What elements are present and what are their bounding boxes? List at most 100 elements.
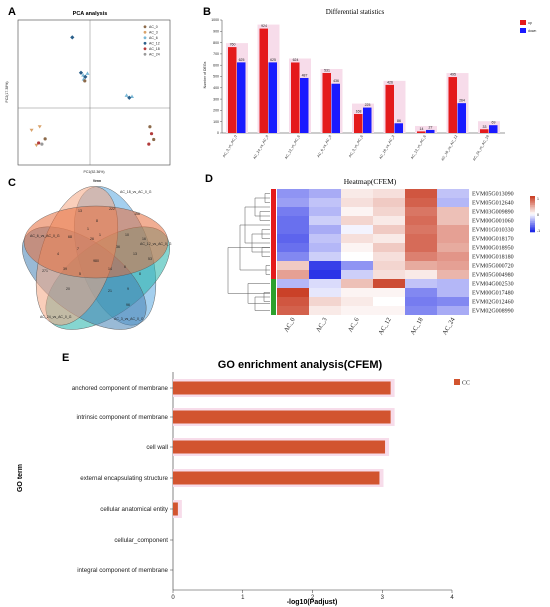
pca-legend-label: AC_18 — [149, 47, 160, 51]
degs-bar-up — [291, 62, 300, 133]
go-legend: CC — [454, 379, 470, 387]
heatmap-cell — [405, 270, 437, 279]
degs-bar-value: 168 — [356, 110, 362, 114]
heatmap-row-labels: EVM05G013090 EVM05G012640 EVM03G009890 EVM0… — [472, 191, 514, 314]
panel-b: B Differential statistics 0 100 200 300 400 5… — [203, 6, 536, 161]
panel-e: E GO enrichment analysis(CFEM) anchored … — [17, 352, 470, 606]
heatmap-cell — [277, 288, 309, 297]
heatmap-cell — [341, 270, 373, 279]
heatmap-cell — [341, 216, 373, 225]
heatmap-legend-step — [530, 201, 535, 204]
heatmap-row-label: EVM00G018180 — [472, 254, 514, 260]
pca-legend-swatch — [143, 41, 147, 45]
degs-xlabel: AC_24_vs_AC_18 — [472, 134, 490, 161]
heatmap-row-label: EVM00G017480 — [472, 290, 514, 296]
venn-count: 96 — [126, 303, 130, 307]
go-xtick-label: 3 — [381, 595, 385, 601]
pca-point — [40, 142, 44, 146]
degs-xlabel: AC_18_vs_AC_12 — [441, 134, 459, 161]
heatmap-cell — [437, 234, 469, 243]
heatmap-row-label: EVM01G010330 — [472, 227, 514, 233]
heatmap-cell — [373, 207, 405, 216]
go-title: GO enrichment analysis(CFEM) — [218, 359, 383, 371]
heatmap-cell — [341, 297, 373, 306]
heatmap-cell — [373, 270, 405, 279]
venn-count: 7 — [77, 247, 79, 251]
degs-bar-down — [363, 107, 372, 133]
heatmap-legend-step — [530, 212, 535, 215]
heatmap-dendrogram — [227, 193, 270, 311]
heatmap-cell — [341, 261, 373, 270]
heatmap-legend-step — [530, 214, 535, 217]
heatmap-cell — [309, 297, 341, 306]
heatmap-cell — [405, 252, 437, 261]
heatmap-row-label: EVM00G018170 — [472, 236, 514, 242]
degs-ytick-label: 600 — [213, 63, 219, 67]
pca-legend-label: AC_6 — [149, 36, 158, 40]
panel-d: D Heatmap(CFEM) EVM05G013090 EVM05G012640… — [205, 173, 540, 336]
degs-bar-value: 27 — [429, 125, 433, 129]
degs-bar-down — [489, 125, 498, 133]
degs-bar-value: 426 — [387, 80, 393, 84]
degs-bar-value: 69 — [492, 121, 496, 125]
degs-bar-up — [417, 131, 426, 133]
pca-point — [83, 79, 87, 83]
heatmap-col-labels: AC_0 AC_3 AC_6 AC_12 AC_18 AC_24 — [283, 316, 457, 336]
go-bars — [173, 379, 395, 518]
degs-ytick-label: 800 — [213, 41, 219, 45]
heatmap-cell — [373, 288, 405, 297]
venn-count: 26 — [90, 237, 94, 241]
pca-legend-swatch — [143, 36, 147, 40]
heatmap-cell — [437, 279, 469, 288]
heatmap-legend-step — [530, 196, 535, 199]
pca-point — [29, 128, 34, 132]
degs-yticks: 0 100 200 300 400 500 600 700 800 900 1000 — [211, 18, 222, 135]
go-xtick-label: 1 — [241, 595, 245, 601]
pca-legend-label: AC_3 — [149, 31, 158, 35]
heatmap-cell — [277, 207, 309, 216]
venn-set-label: AC_12_vs_AC_0_G — [140, 242, 172, 246]
heatmap-cell — [437, 297, 469, 306]
degs-xlabel: AC_3_vs_AC_0 — [222, 134, 238, 158]
panel-c: C Venn 222156131081668534361372639811620… — [8, 177, 172, 330]
heatmap-cell — [405, 297, 437, 306]
heatmap-cell — [405, 261, 437, 270]
degs-bar-up — [322, 72, 331, 133]
heatmap-cell — [309, 216, 341, 225]
degs-xlabel: AC_12_vs_AC_6 — [410, 134, 427, 159]
pca-legend-label: AC_24 — [149, 53, 160, 57]
heatmap-cell — [405, 279, 437, 288]
venn-set-labels: AC_18_vs_AC_0_G AC_12_vs_AC_0_G AC_3_vs_AC… — [30, 190, 172, 321]
heatmap-row-label: EVM00G018950 — [472, 245, 514, 251]
heatmap-cell — [405, 243, 437, 252]
go-legend-label: CC — [462, 381, 470, 387]
heatmap-cell — [341, 306, 373, 315]
heatmap-cell — [309, 279, 341, 288]
heatmap-legend-step — [530, 230, 535, 233]
heatmap-legend-step — [530, 205, 535, 208]
pca-point — [152, 137, 156, 142]
go-category-labels: anchored component of membrane intrinsic … — [72, 385, 173, 574]
pca-legend-swatch — [143, 52, 147, 56]
heatmap-cell — [373, 198, 405, 207]
heatmap-legend-step — [530, 223, 535, 226]
degs-bar-down — [331, 83, 340, 133]
venn-set-ellipse — [23, 205, 169, 279]
venn-diagram — [22, 186, 170, 330]
venn-count: 53 — [148, 257, 152, 261]
go-category-label: cell wall — [146, 444, 168, 451]
heatmap-cell — [309, 243, 341, 252]
heatmap-legend-step — [530, 215, 535, 218]
heatmap-row-group — [271, 279, 276, 315]
heatmap-cell — [373, 279, 405, 288]
heatmap-cell — [309, 189, 341, 198]
heatmap-cell — [437, 225, 469, 234]
degs-bar-value: 86 — [397, 119, 401, 123]
degs-ytick-label: 700 — [213, 52, 219, 56]
heatmap-col-label: AC_12 — [377, 317, 392, 337]
venn-count: 1 — [87, 227, 89, 231]
pca-point — [130, 94, 134, 99]
